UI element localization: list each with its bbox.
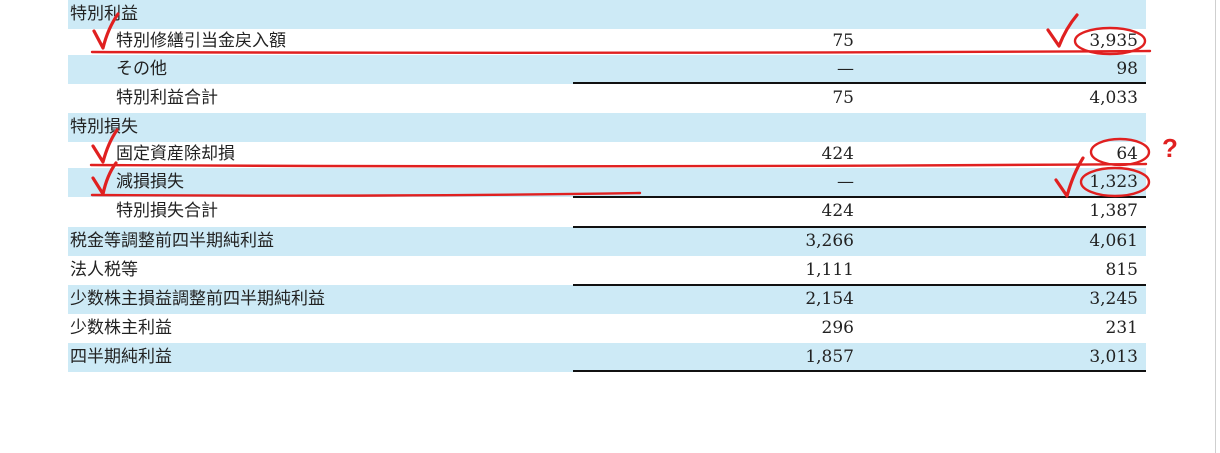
table-row: 特別利益合計 75 4,033 — [68, 84, 1146, 113]
table-row: 少数株主損益調整前四半期純利益 2,154 3,245 — [68, 285, 1146, 314]
total-rule — [573, 284, 1146, 286]
value-current-period: 1,323 — [1089, 172, 1138, 192]
value-prior-period: — — [837, 59, 854, 79]
value-prior-period: — — [837, 172, 854, 192]
value-current-period: 231 — [1105, 318, 1138, 338]
table-row: 四半期純利益 1,857 3,013 — [68, 343, 1146, 372]
value-prior-period: 75 — [832, 88, 854, 108]
row-label: 少数株主利益 — [70, 318, 172, 338]
page-edge — [1215, 0, 1216, 453]
table-row: その他 — 98 — [68, 55, 1146, 84]
value-current-period: 64 — [1116, 144, 1138, 164]
table-row: 特別利益 — [68, 0, 1146, 29]
row-label: 税金等調整前四半期純利益 — [70, 231, 274, 251]
value-current-period: 4,061 — [1089, 231, 1138, 251]
row-label: 法人税等 — [70, 260, 138, 280]
value-current-period: 98 — [1116, 59, 1138, 79]
row-label: 固定資産除却損 — [116, 144, 235, 164]
value-prior-period: 3,266 — [805, 231, 854, 251]
value-current-period: 815 — [1105, 260, 1138, 280]
row-label: 特別修繕引当金戻入額 — [116, 31, 286, 51]
row-label: 四半期純利益 — [70, 347, 172, 367]
value-prior-period: 1,857 — [805, 347, 854, 367]
value-prior-period: 296 — [821, 318, 854, 338]
row-label: 特別利益 — [70, 4, 138, 24]
value-current-period: 3,013 — [1089, 347, 1138, 367]
value-current-period: 3,935 — [1089, 31, 1138, 51]
row-label: 少数株主損益調整前四半期純利益 — [70, 289, 325, 309]
total-rule — [573, 370, 1146, 372]
table-row: 特別損失 — [68, 113, 1146, 142]
value-current-period: 4,033 — [1089, 88, 1138, 108]
total-rule — [573, 226, 1146, 228]
row-label: その他 — [116, 59, 167, 79]
table-row: 少数株主利益 296 231 — [68, 314, 1146, 343]
row-label: 特別利益合計 — [116, 88, 218, 108]
subtotal-rule — [573, 196, 1146, 198]
table-row: 税金等調整前四半期純利益 3,266 4,061 — [68, 227, 1146, 256]
table-row: 法人税等 1,111 815 — [68, 256, 1146, 285]
row-label: 特別損失 — [70, 117, 138, 137]
value-prior-period: 424 — [821, 144, 854, 164]
row-label: 減損損失 — [116, 172, 184, 192]
question-mark: ? — [1162, 133, 1178, 163]
value-prior-period: 2,154 — [805, 289, 854, 309]
table-row: 固定資産除却損 424 64 — [68, 140, 1146, 169]
value-prior-period: 1,111 — [805, 260, 854, 280]
value-current-period: 3,245 — [1089, 289, 1138, 309]
value-current-period: 1,387 — [1089, 201, 1138, 221]
row-label: 特別損失合計 — [116, 201, 218, 221]
table-row: 特別修繕引当金戻入額 75 3,935 — [68, 27, 1146, 56]
subtotal-rule — [573, 82, 1146, 84]
table-row: 減損損失 — 1,323 — [68, 168, 1146, 197]
value-prior-period: 424 — [821, 201, 854, 221]
table-row: 特別損失合計 424 1,387 — [68, 197, 1146, 226]
value-prior-period: 75 — [832, 31, 854, 51]
